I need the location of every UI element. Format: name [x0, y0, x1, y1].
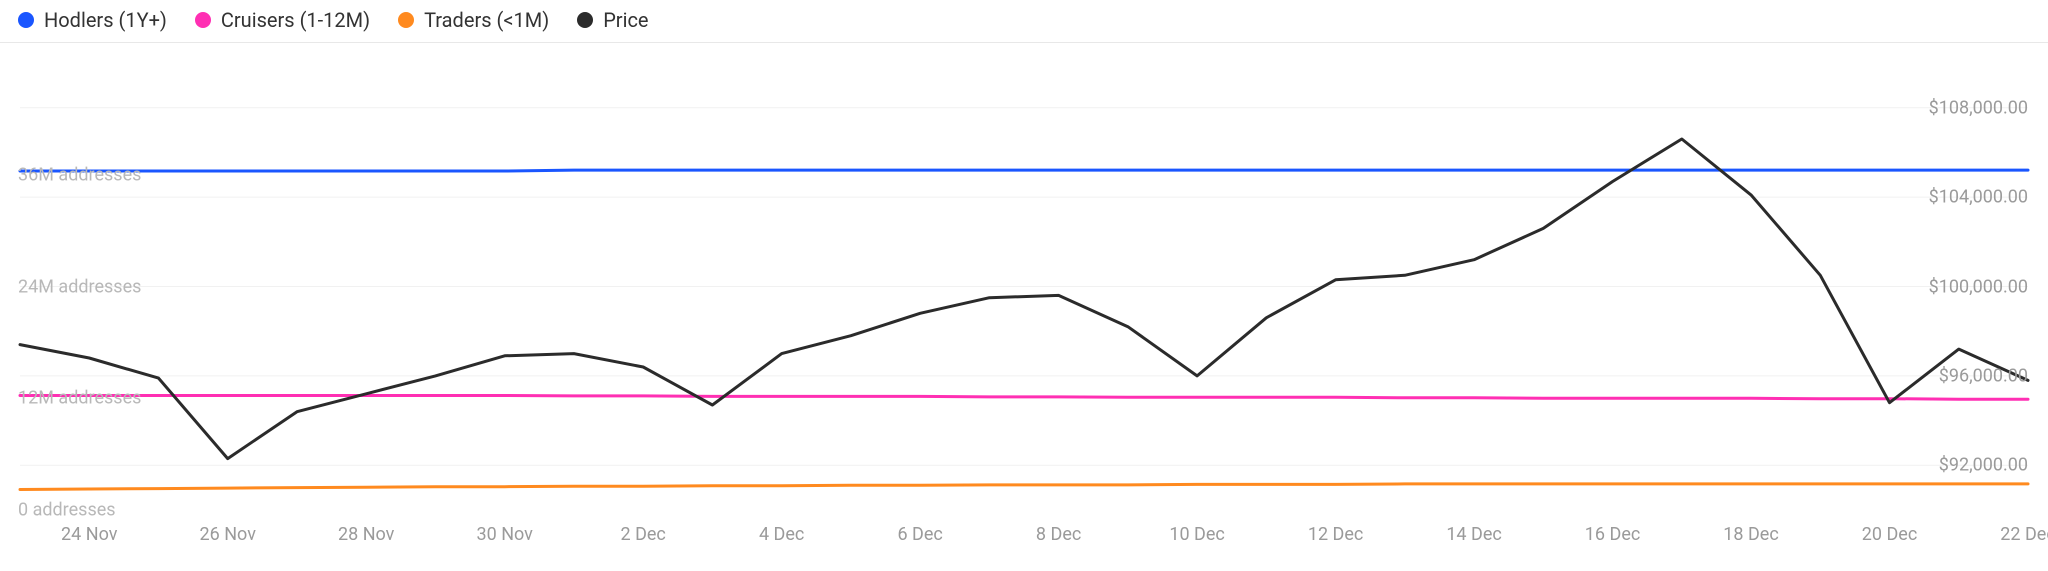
series-price — [20, 139, 2028, 459]
x-label: 24 Nov — [61, 524, 117, 545]
y-right-label: $104,000.00 — [1929, 187, 2028, 208]
x-label: 30 Nov — [476, 524, 532, 545]
x-label: 14 Dec — [1446, 524, 1501, 545]
x-label: 8 Dec — [1036, 524, 1081, 545]
series-cruisers-1-12m- — [20, 396, 2028, 400]
legend-item-hodlers[interactable]: Hodlers (1Y+) — [18, 8, 167, 32]
legend-item-price[interactable]: Price — [577, 8, 648, 32]
swatch-icon — [18, 12, 34, 28]
x-label: 12 Dec — [1308, 524, 1363, 545]
y-left-label: 12M addresses — [18, 388, 141, 409]
x-label: 20 Dec — [1862, 524, 1917, 545]
chart-container: { "legend": { "items": [ {"label":"Hodle… — [0, 0, 2048, 571]
x-label: 2 Dec — [620, 524, 665, 545]
x-label: 16 Dec — [1585, 524, 1640, 545]
x-label: 4 Dec — [759, 524, 804, 545]
x-label: 22 Dec — [2000, 524, 2048, 545]
swatch-icon — [577, 12, 593, 28]
chart-plot: 0 addresses 12M addresses 24M addresses 36M… — [0, 43, 2048, 570]
y-left-label: 0 addresses — [18, 500, 116, 521]
x-label: 18 Dec — [1723, 524, 1778, 545]
legend-label: Cruisers (1-12M) — [221, 8, 370, 32]
x-label: 28 Nov — [338, 524, 394, 545]
y-right-label: $108,000.00 — [1929, 97, 2028, 118]
legend-label: Traders (<1M) — [424, 8, 549, 32]
legend: Hodlers (1Y+) Cruisers (1-12M) Traders (… — [0, 0, 2048, 43]
chart-svg — [0, 43, 2048, 570]
swatch-icon — [398, 12, 414, 28]
y-left-label: 24M addresses — [18, 276, 141, 297]
x-label: 10 Dec — [1169, 524, 1224, 545]
series-hodlers-1y- — [20, 170, 2028, 171]
legend-label: Hodlers (1Y+) — [44, 8, 167, 32]
x-label: 26 Nov — [200, 524, 256, 545]
legend-item-traders[interactable]: Traders (<1M) — [398, 8, 549, 32]
legend-label: Price — [603, 8, 648, 32]
series-traders-1m- — [20, 484, 2028, 490]
x-label: 6 Dec — [897, 524, 942, 545]
y-right-label: $92,000.00 — [1939, 455, 2028, 476]
y-right-label: $96,000.00 — [1939, 365, 2028, 386]
swatch-icon — [195, 12, 211, 28]
y-right-label: $100,000.00 — [1929, 276, 2028, 297]
legend-item-cruisers[interactable]: Cruisers (1-12M) — [195, 8, 370, 32]
y-left-label: 36M addresses — [18, 164, 141, 185]
